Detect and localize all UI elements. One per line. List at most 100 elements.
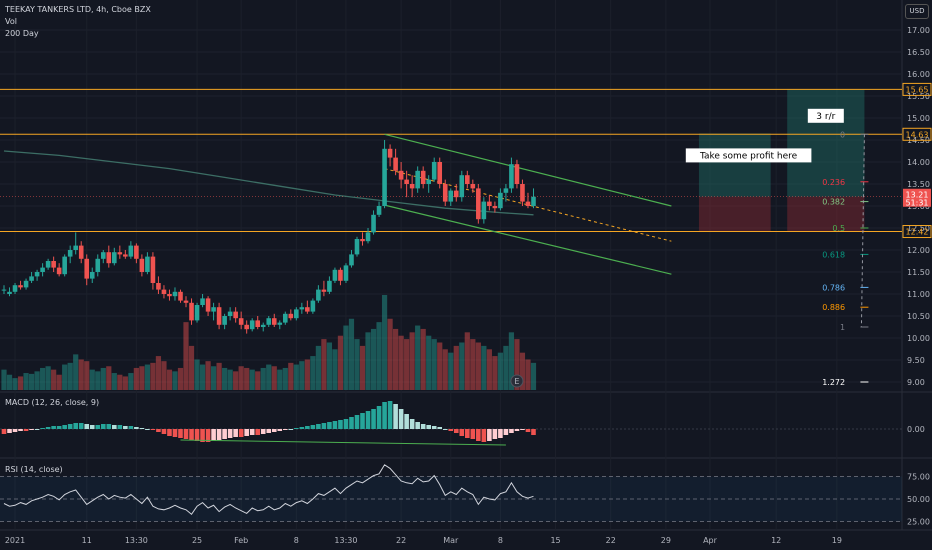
macd-histogram-bar — [514, 429, 520, 431]
volume-bar — [299, 361, 305, 390]
time-tick-label: 19 — [832, 536, 842, 545]
macd-histogram-bar — [343, 419, 349, 429]
volume-bar — [459, 342, 465, 390]
candle-body — [123, 254, 128, 257]
time-tick-label: 22 — [396, 536, 406, 545]
ma-legend[interactable]: 200 Day — [5, 29, 39, 38]
macd-histogram-bar — [123, 426, 128, 429]
volume-bar — [45, 366, 51, 390]
price-axis[interactable]: 17.0016.5016.0015.5015.0014.5014.0013.50… — [902, 26, 932, 387]
macd-histogram-bar — [106, 424, 112, 429]
time-tick-label: 2021 — [5, 536, 25, 545]
volume-bar — [409, 332, 415, 390]
volume-legend[interactable]: Vol — [5, 17, 17, 26]
time-axis[interactable]: 2021 11 13:30 25 Feb 8 13:30 22 Mar 8 15 22 29 Apr 12 1… — [5, 536, 842, 545]
time-tick-label: 13:30 — [334, 536, 357, 545]
candle-body — [332, 269, 338, 281]
candle-body — [233, 311, 238, 319]
volume-bar — [78, 359, 84, 390]
channel-lower — [384, 204, 672, 275]
volume-bar — [354, 339, 360, 390]
candle-body — [183, 300, 189, 303]
volume-bar — [431, 339, 437, 390]
candle-body — [426, 179, 431, 184]
price-tick-label: 15.50 — [907, 92, 930, 101]
candle-body — [222, 316, 227, 325]
candle-body — [531, 196, 536, 206]
candle-body — [112, 252, 117, 264]
macd-histogram-bar — [520, 429, 525, 430]
fib-level-label: 0.382 — [822, 198, 845, 207]
channel-mid — [384, 168, 672, 242]
macd-histogram-bar — [12, 429, 18, 432]
earnings-icon — [510, 374, 524, 388]
time-tick-label: 22 — [606, 536, 616, 545]
macd-histogram-bar — [338, 420, 343, 429]
candle-body — [327, 280, 332, 292]
macd-histogram-bar — [227, 429, 233, 438]
volume-bar — [530, 362, 537, 390]
volume-bar — [84, 361, 90, 390]
candle-body — [34, 272, 40, 277]
time-tick-label: 29 — [661, 536, 671, 545]
macd-histogram-bar — [310, 425, 316, 429]
rsi-legend[interactable]: RSI (14, close) — [5, 465, 63, 474]
rsi-line — [3, 464, 534, 516]
level-price-badge — [902, 225, 932, 239]
candle-body — [376, 206, 382, 215]
bar-countdown-label: 51:31 — [905, 198, 928, 207]
candle-body — [299, 307, 305, 310]
fib-level-label: 0.786 — [822, 283, 845, 292]
price-tick-label: 16.00 — [907, 70, 930, 79]
volume-bar — [172, 371, 178, 390]
price-tick-label: 13.50 — [907, 180, 930, 189]
earnings-marker-label: E — [514, 377, 519, 386]
candle-body — [492, 206, 498, 209]
fib-level-label: 0.886 — [822, 303, 845, 312]
macd-histogram-bar — [7, 429, 12, 433]
volume-bar — [106, 366, 112, 390]
macd-histogram-bar — [371, 409, 376, 429]
candle-body — [172, 291, 178, 297]
macd-pane: 0.00 — [0, 401, 925, 446]
macd-histogram-bar — [316, 424, 321, 429]
volume-bar — [277, 369, 283, 390]
volume-bar — [227, 369, 233, 390]
candle-body — [514, 164, 520, 184]
macd-histogram-bar — [128, 426, 134, 429]
rsi-tick-label: 50.00 — [907, 495, 930, 504]
volume-bar — [161, 361, 167, 390]
fib-level-label: 1 — [840, 323, 845, 332]
candle-body — [29, 276, 34, 281]
fib-level-label: 1.272 — [822, 378, 845, 387]
macd-histogram-bar — [40, 428, 45, 429]
macd-histogram-bar — [476, 429, 481, 441]
price-tick-label: 10.00 — [907, 334, 930, 343]
position-boxes — [698, 89, 865, 232]
macd-histogram-bar — [376, 406, 382, 429]
candle-body — [338, 269, 343, 281]
macd-histogram-bar — [453, 429, 459, 433]
candle-body — [282, 313, 288, 323]
volume-bar — [387, 318, 393, 390]
volume-bar — [525, 359, 531, 390]
macd-histogram-bar — [349, 417, 354, 429]
level-price-badge — [902, 82, 932, 96]
macd-histogram-bar — [282, 429, 288, 430]
macd-histogram-bar — [34, 429, 40, 430]
macd-histogram-bar — [249, 429, 255, 435]
volume-bar — [321, 339, 327, 390]
candle-body — [139, 258, 145, 272]
currency-button[interactable]: USD — [905, 4, 929, 19]
macd-histogram-bar — [156, 429, 161, 432]
macd-histogram-bar — [354, 415, 360, 429]
candle-body — [128, 245, 134, 257]
candle-body — [316, 289, 321, 301]
candle-body — [106, 252, 112, 264]
volume-bar — [194, 359, 200, 390]
macd-legend[interactable]: MACD (12, 26, close, 9) — [5, 398, 100, 407]
symbol-legend[interactable]: TEEKAY TANKERS LTD, 4h, Cboe BZX — [5, 5, 151, 14]
candle-body — [387, 148, 393, 158]
fib-trend-line — [860, 134, 865, 328]
